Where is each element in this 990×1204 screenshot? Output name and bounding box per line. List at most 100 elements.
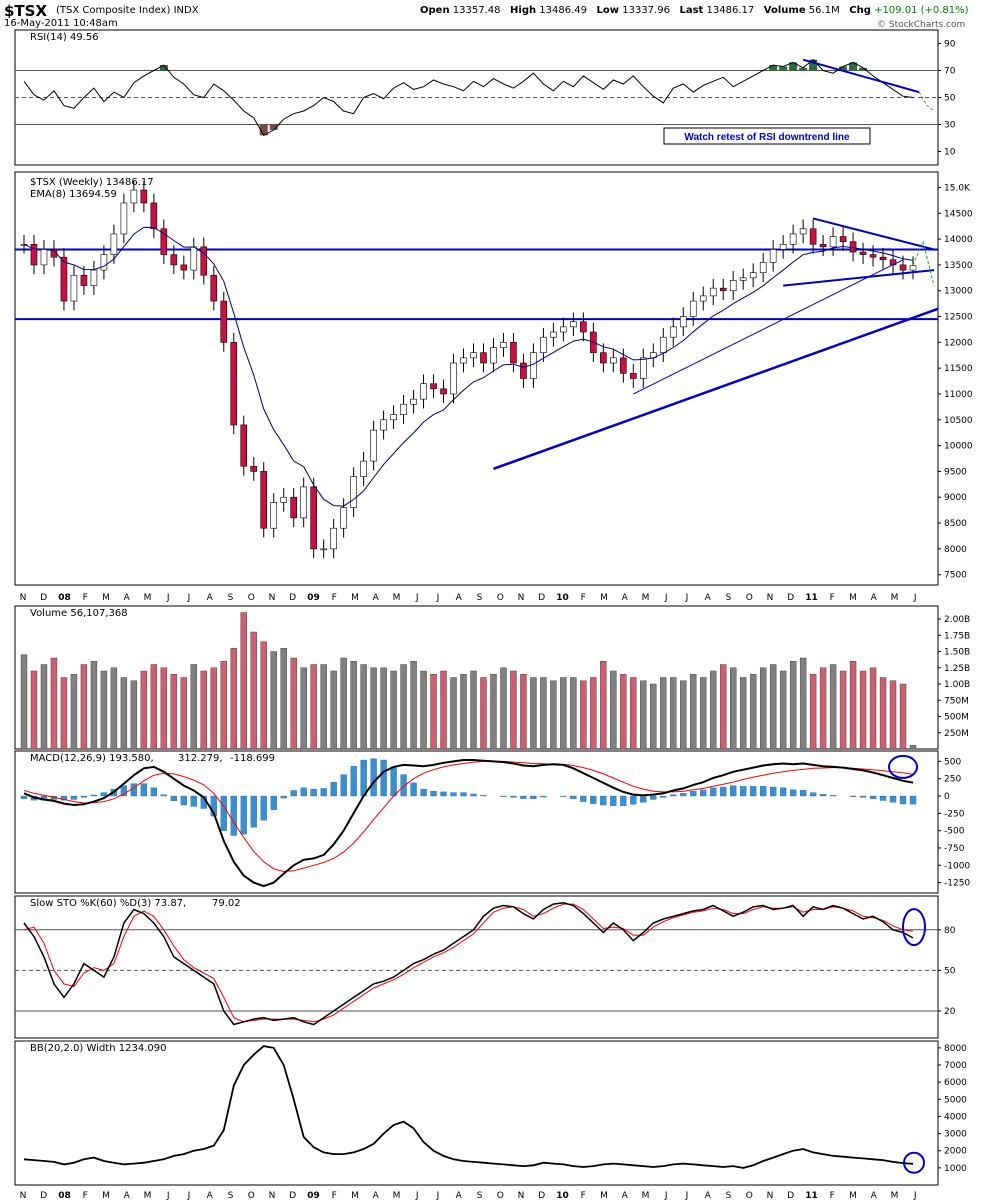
price-axis-tick-label: 10500 (944, 416, 973, 426)
candle-body (330, 527, 337, 550)
volume-bar (799, 657, 807, 750)
price-month-label: F (830, 593, 835, 603)
price-axis-tick-label: 10000 (944, 442, 973, 452)
volume-bar (310, 664, 317, 750)
bottom-month-label: J (166, 1191, 170, 1201)
price-axis-tick-label: 9000 (944, 493, 967, 503)
price-month-label: N (269, 593, 276, 603)
macd-hist-label: -118.699 (230, 753, 275, 764)
macd-histogram-bar (180, 795, 187, 806)
price-month-label: 10 (556, 593, 569, 603)
candle-body (879, 256, 887, 261)
macd-histogram-bar (780, 787, 787, 797)
rsi-overbought-fill (839, 66, 848, 71)
price-month-label: A (456, 593, 463, 603)
price-axis-tick-label: 13500 (944, 261, 973, 271)
macd-axis-tick-label: -250 (944, 809, 965, 819)
rsi-axis-tick-label: 50 (944, 94, 956, 104)
volume-bar (779, 670, 787, 750)
macd-histogram-bar (340, 774, 347, 797)
candle-body (290, 496, 297, 519)
sto-crossover-circle (902, 908, 927, 947)
volume-bar (759, 667, 767, 750)
price-axis-tick-label: 7500 (944, 571, 967, 581)
macd-histogram-bar (240, 795, 247, 835)
bottom-month-label: M (102, 1191, 110, 1201)
macd-line (23, 759, 914, 888)
macd-histogram-bar (570, 795, 577, 799)
ema-title: EMA(8) 13694.59 (30, 189, 117, 200)
price-month-label: J (436, 593, 440, 603)
macd-histogram-bar (350, 766, 357, 797)
price-month-label: O (497, 593, 504, 603)
candle-body (839, 236, 847, 242)
candle-body (689, 300, 697, 317)
candle-body (779, 243, 787, 250)
macd-histogram-bar (530, 795, 537, 799)
price-month-label: M (849, 593, 857, 603)
sto-panel-frame (14, 895, 939, 1039)
price-month-label: N (518, 593, 525, 603)
macd-histogram-bar (370, 758, 377, 797)
macd-histogram-bar (220, 795, 227, 831)
macd-axis-tick-label: -750 (944, 844, 965, 854)
volume-bar (500, 667, 507, 750)
bottom-month-label: S (228, 1191, 234, 1201)
price-month-label: 09 (307, 593, 320, 603)
bottom-month-label: J (664, 1191, 668, 1201)
macd-histogram-bar (440, 791, 447, 797)
candle-body (520, 362, 527, 379)
candle-body (90, 269, 98, 286)
intermediate-uptrend-line (633, 259, 904, 395)
price-month-label: A (705, 593, 712, 603)
copyright: © StockCharts.com (877, 20, 966, 30)
candle-body (130, 189, 138, 204)
bottom-month-label: F (332, 1191, 337, 1201)
bottom-month-label: N (518, 1191, 525, 1201)
volume-bar (889, 680, 897, 750)
macd-histogram-bar (680, 793, 687, 797)
bottom-month-label: 10 (556, 1191, 569, 1201)
volume-bar (720, 664, 727, 750)
rsi-overbought-fill (789, 62, 798, 71)
exchange-label: INDX (173, 5, 199, 16)
candle-body (819, 243, 827, 248)
candle-body (300, 486, 307, 519)
volume-bar (110, 667, 118, 750)
macd-histogram-bar (889, 795, 897, 803)
macd-crossover-circle (888, 754, 919, 779)
long-term-uptrend-line (493, 307, 939, 471)
rsi-projection-line (918, 91, 935, 112)
rsi-overbought-fill (859, 67, 868, 71)
volume-bar (490, 674, 497, 750)
volume-bar (360, 664, 367, 750)
volume-bar (90, 661, 98, 750)
volume-axis-tick-label: 1.50B (944, 648, 970, 658)
rsi-overbought-fill (799, 67, 808, 71)
rsi-axis-tick-label: 30 (944, 121, 956, 131)
volume-bar (150, 664, 158, 750)
candle-body (699, 295, 707, 302)
price-month-label: F (83, 593, 88, 603)
candle-body (899, 264, 907, 271)
price-month-label: M (891, 593, 899, 603)
volume-bar (30, 670, 38, 750)
price-month-label: S (228, 593, 234, 603)
price-month-label: M (393, 593, 401, 603)
price-axis-tick-label: 12500 (944, 313, 973, 323)
macd-axis-tick-label: -1000 (944, 861, 970, 871)
bottom-month-label: A (456, 1191, 463, 1201)
bb-title: BB(20,2.0) Width 1234.090 (30, 1043, 166, 1054)
candle-body (120, 202, 128, 235)
macd-histogram-bar (630, 795, 637, 805)
bottom-month-label: A (871, 1191, 878, 1201)
rsi-annotation: Watch retest of RSI downtrend line (684, 132, 850, 143)
candle-body (749, 272, 757, 279)
macd-histogram-bar (869, 795, 877, 799)
price-month-label: 11 (805, 593, 818, 603)
bottom-month-label: M (849, 1191, 857, 1201)
sto-axis-tick-label: 50 (944, 966, 956, 976)
quote-summary: Open 13357.48 High 13486.49 Low 13337.96… (420, 5, 969, 16)
macd-histogram-bar (70, 795, 78, 800)
volume-bar (610, 670, 617, 750)
